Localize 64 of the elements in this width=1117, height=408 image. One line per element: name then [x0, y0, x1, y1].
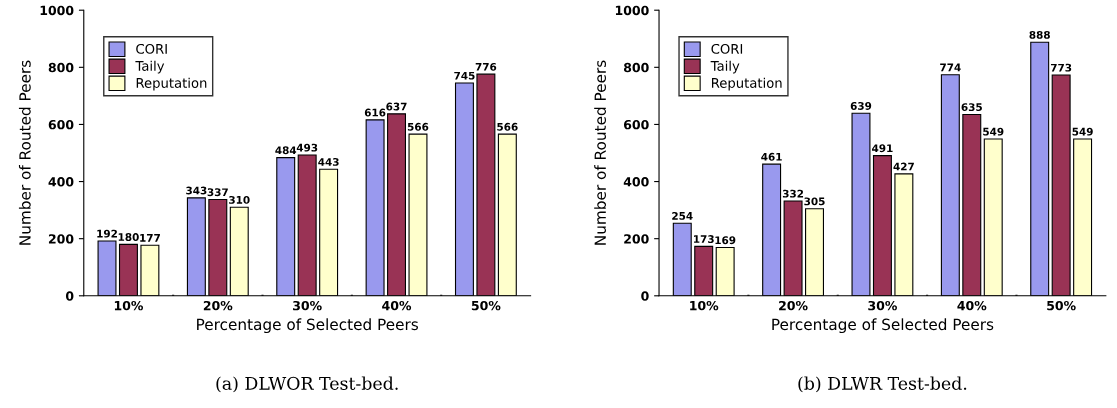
legend-label: Reputation	[711, 77, 782, 91]
y-tick-label: 1000	[615, 5, 649, 16]
data-label: 180	[118, 233, 139, 241]
x-tick-label: 50%	[471, 300, 501, 311]
y-tick-label: 400	[48, 177, 74, 187]
legend-label: Taily	[710, 60, 740, 74]
x-tick-label: 10%	[690, 300, 719, 311]
data-label: 491	[872, 144, 893, 153]
data-label: 745	[454, 71, 475, 80]
y-tick-label: 1000	[40, 5, 74, 16]
data-label: 343	[186, 186, 207, 195]
y-tick-label: 0	[65, 291, 74, 301]
data-label: 177	[140, 234, 160, 242]
data-label: 169	[715, 236, 736, 245]
x-tick-label: 10%	[114, 300, 144, 311]
data-label: 484	[275, 146, 297, 155]
y-tick-label: 600	[623, 119, 649, 130]
data-label: 566	[407, 122, 429, 131]
data-label: 776	[475, 62, 497, 71]
x-tick-label: 30%	[293, 300, 322, 311]
data-label: 461	[761, 152, 782, 161]
text: (a) DLWOR Test-bed.	[216, 376, 398, 393]
text: (b) DLWR Test-bed.	[798, 376, 967, 393]
x-tick-label: 20%	[203, 300, 233, 311]
data-label: 773	[1050, 63, 1072, 72]
x-tick-label: 40%	[382, 300, 412, 311]
data-label: 427	[893, 162, 914, 171]
x-tick-label: 30%	[868, 300, 897, 311]
legend-label: Taily	[135, 60, 165, 74]
y-tick-label: 0	[641, 291, 649, 301]
data-label: 310	[229, 195, 250, 204]
data-label: 774	[940, 63, 961, 72]
y-tick-label: 200	[48, 234, 74, 244]
data-label: 566	[497, 122, 518, 131]
legend-label: CORI	[711, 43, 743, 54]
x-axis-title: Percentage of Selected Peers	[772, 318, 994, 334]
data-label: 337	[207, 188, 228, 197]
data-label: 549	[1072, 127, 1093, 136]
data-label: 549	[983, 127, 1004, 136]
legend-label: Reputation	[136, 77, 207, 91]
data-label: 888	[1029, 30, 1050, 39]
y-axis-title: Number of Routed Peers	[594, 60, 606, 245]
data-label: 305	[804, 197, 825, 206]
legend-label: CORI	[136, 43, 167, 54]
y-tick-label: 200	[624, 234, 649, 244]
y-axis-title: Number of Routed Peers	[18, 60, 31, 245]
data-label: 616	[364, 108, 386, 117]
x-axis-title: Percentage of Selected Peers	[197, 318, 418, 334]
x-tick-label: 40%	[957, 300, 987, 311]
data-label: 493	[296, 143, 318, 152]
y-tick-label: 400	[623, 177, 649, 187]
y-tick-label: 600	[48, 119, 74, 130]
data-label: 443	[318, 157, 339, 166]
y-tick-label: 800	[48, 62, 74, 73]
data-label: 173	[694, 235, 714, 243]
data-label: 192	[97, 229, 117, 238]
data-label: 332	[782, 189, 804, 198]
x-tick-label: 20%	[779, 300, 808, 311]
data-label: 639	[850, 102, 872, 110]
y-tick-label: 800	[623, 62, 649, 73]
data-label: 637	[386, 102, 407, 111]
x-tick-label: 50%	[1047, 300, 1076, 311]
data-label: 254	[672, 211, 693, 220]
data-label: 635	[961, 103, 982, 112]
